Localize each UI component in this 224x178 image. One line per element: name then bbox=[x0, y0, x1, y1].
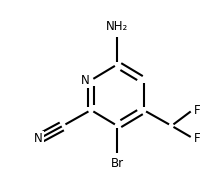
Text: F: F bbox=[194, 132, 201, 145]
Text: N: N bbox=[34, 132, 43, 145]
Text: NH₂: NH₂ bbox=[106, 20, 128, 33]
Text: F: F bbox=[194, 104, 201, 117]
Text: Br: Br bbox=[111, 157, 124, 170]
Text: N: N bbox=[81, 74, 90, 87]
